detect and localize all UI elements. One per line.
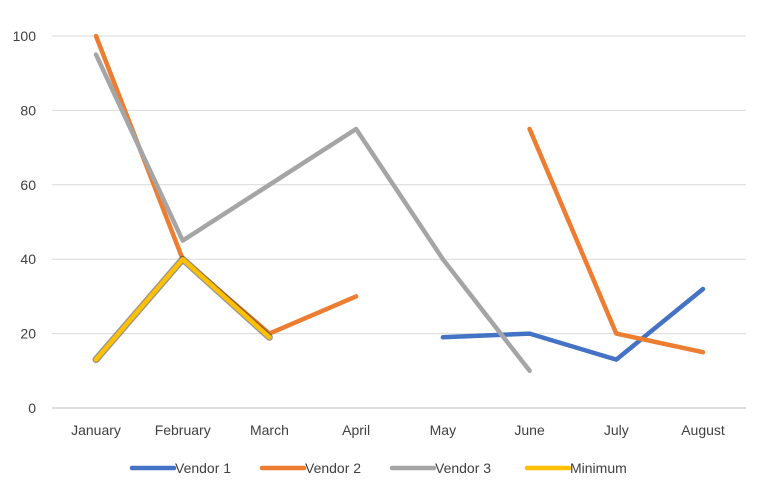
x-tick-label: June	[514, 422, 545, 438]
legend-label: Vendor 1	[175, 460, 231, 476]
series-line	[527, 126, 706, 355]
y-tick-label: 20	[20, 326, 36, 342]
series	[92, 33, 706, 374]
legend-item-minimum: Minimum	[524, 460, 627, 476]
x-tick-label: March	[250, 422, 289, 438]
y-tick-label: 40	[20, 251, 36, 267]
legend-label: Minimum	[570, 460, 627, 476]
series-line-shadow	[92, 255, 273, 364]
series-vendor-1	[440, 286, 706, 362]
y-tick-label: 80	[20, 102, 36, 118]
x-tick-label: July	[604, 422, 629, 438]
x-tick-label: May	[430, 422, 456, 438]
axes: 0 20 40 60 80 100 January February March April May…	[13, 28, 725, 438]
legend-item-vendor-3: Vendor 3	[389, 460, 491, 476]
x-tick-label: February	[155, 422, 211, 438]
legend-label: Vendor 2	[305, 460, 361, 476]
series-vendor-3	[93, 52, 532, 374]
y-tick-label: 100	[13, 28, 37, 44]
series-line	[440, 286, 706, 362]
legend-item-vendor-1: Vendor 1	[129, 460, 231, 476]
legend-label: Vendor 3	[435, 460, 491, 476]
y-tick-label: 60	[20, 177, 36, 193]
series-line	[93, 52, 532, 374]
legend-item-vendor-2: Vendor 2	[259, 460, 361, 476]
legend: Vendor 1 Vendor 2 Vendor 3 Minimum	[129, 460, 627, 476]
gridlines	[52, 35, 746, 409]
y-tick-label: 0	[28, 400, 36, 416]
series-minimum	[92, 255, 273, 364]
series-line	[93, 256, 272, 362]
x-tick-label: August	[681, 422, 725, 438]
x-tick-label: April	[342, 422, 370, 438]
x-tick-label: January	[71, 422, 121, 438]
